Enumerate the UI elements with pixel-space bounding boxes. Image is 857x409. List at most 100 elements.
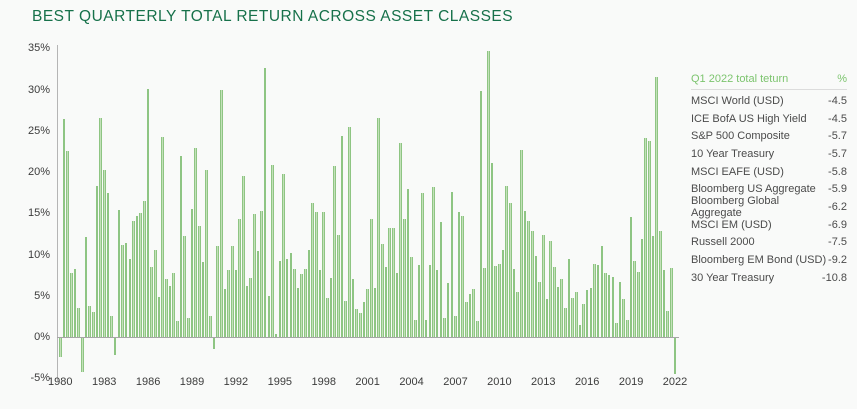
legend-table: Q1 2022 total teturn % MSCI World (USD) -…: [691, 70, 847, 287]
bar: [629, 216, 633, 337]
bar: [516, 291, 519, 337]
asset-class-label: S&P 500 Composite: [691, 130, 790, 143]
y-tick-label: 15%: [27, 207, 50, 220]
bar: [234, 270, 238, 337]
bar: [219, 90, 223, 337]
x-tick-label: 1980: [48, 376, 73, 388]
bar: [95, 186, 99, 337]
x-tick-label: 1992: [223, 376, 249, 388]
bar: [509, 203, 512, 337]
y-tick-label: 0%: [34, 331, 50, 343]
bar: [73, 268, 77, 337]
y-tick-label: 35%: [27, 42, 50, 55]
bar: [454, 316, 457, 337]
bar: [315, 212, 318, 337]
bar: [249, 277, 252, 337]
bar: [113, 337, 117, 356]
bar: [304, 269, 307, 337]
legend-row: 10 Year Treasury -5.7: [691, 145, 847, 163]
y-tick-label: 30%: [27, 83, 50, 96]
bar: [359, 313, 362, 337]
bar: [88, 305, 91, 337]
asset-class-label: ICE BofA US High Yield: [691, 112, 807, 125]
asset-class-label: MSCI World (USD): [691, 94, 784, 107]
bar: [102, 169, 106, 337]
bar: [143, 200, 146, 337]
bar: [498, 264, 501, 337]
bar: [59, 337, 62, 357]
bar: [520, 149, 523, 337]
page-title: BEST QUARTERLY TOTAL RETURN ACROSS ASSET…: [32, 8, 514, 25]
bar: [552, 266, 556, 337]
bar: [607, 275, 611, 337]
asset-class-label: Bloomberg Global Aggregate: [691, 194, 780, 219]
bar: [644, 138, 648, 337]
asset-class-return: -5.7: [828, 130, 847, 143]
bar: [318, 270, 322, 337]
bar: [563, 308, 567, 337]
bar: [457, 212, 461, 337]
bar: [340, 135, 344, 337]
bar: [285, 258, 289, 337]
bar: [472, 289, 476, 337]
y-axis-line: [57, 45, 58, 381]
bar: [154, 250, 157, 337]
legend-row: Bloomberg EM Bond (USD) -9.2: [691, 251, 847, 269]
bar: [651, 236, 655, 337]
legend-row: MSCI EM (USD) -6.9: [691, 216, 847, 234]
y-tick-label: -5%: [30, 372, 50, 385]
asset-class-return: -6.9: [828, 218, 847, 231]
bar: [637, 271, 640, 337]
bar: [465, 301, 468, 337]
bar: [490, 162, 494, 337]
bar: [106, 192, 110, 337]
bar: [348, 127, 351, 337]
bar: [428, 265, 432, 337]
legend-header-label: Q1 2022 total teturn: [691, 73, 789, 85]
x-tick-label: 2004: [399, 376, 424, 388]
legend-divider: [691, 89, 847, 90]
bar: [446, 283, 450, 337]
x-tick-label: 1995: [267, 376, 293, 388]
bar: [263, 68, 267, 337]
asset-class-return: -5.7: [828, 147, 847, 160]
bar: [187, 318, 190, 337]
bar: [267, 295, 271, 337]
bar: [483, 267, 487, 337]
bar: [124, 242, 128, 337]
legend-row: 30 Year Treasury -10.8: [691, 269, 847, 287]
x-tick-label: 2019: [618, 376, 644, 388]
legend-header-percent: %: [837, 73, 847, 85]
legend-row: Russell 2000 -7.5: [691, 234, 847, 252]
bar: [541, 234, 545, 337]
bar: [62, 119, 66, 337]
asset-class-return: -6.2: [828, 200, 847, 213]
bar: [274, 333, 278, 337]
x-tick-label: 1986: [135, 376, 161, 388]
legend-row: ICE BofA US High Yield -4.5: [691, 110, 847, 128]
bar: [179, 155, 183, 337]
bar: [531, 231, 534, 337]
bar: [205, 170, 208, 337]
bar: [216, 246, 219, 337]
bar: [659, 231, 662, 337]
bar: [593, 264, 596, 337]
bar: [198, 226, 201, 337]
bar: [183, 236, 186, 337]
x-tick-label: 2013: [531, 376, 556, 388]
legend-row: MSCI World (USD) -4.5: [691, 92, 847, 110]
bar: [146, 88, 150, 337]
bar: [633, 261, 637, 337]
bar: [337, 234, 340, 337]
plot-area: 35% 30% 25% 20% 15% 10% 5% 0% -5% 1980 1983 1986 19…: [27, 42, 687, 388]
bar: [190, 209, 194, 337]
bar: [648, 140, 651, 337]
bar: [209, 316, 212, 337]
bar: [223, 289, 227, 337]
bar: [424, 319, 428, 337]
bar: [417, 265, 421, 337]
bar: [230, 246, 234, 337]
bar: [494, 266, 497, 337]
bar: [545, 299, 549, 337]
bar: [165, 279, 168, 337]
